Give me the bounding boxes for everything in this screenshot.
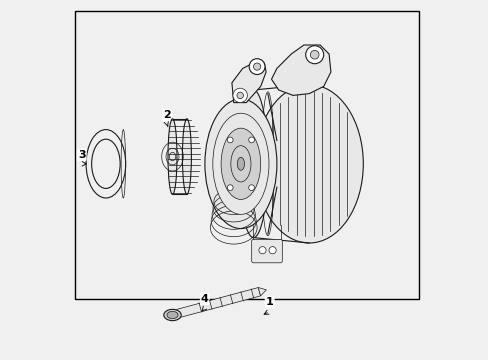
Circle shape	[227, 185, 233, 190]
Polygon shape	[258, 288, 266, 296]
Circle shape	[248, 137, 254, 143]
Circle shape	[253, 63, 260, 70]
Ellipse shape	[163, 309, 181, 321]
Circle shape	[227, 137, 233, 143]
Ellipse shape	[212, 113, 268, 214]
FancyBboxPatch shape	[251, 239, 282, 263]
Circle shape	[310, 50, 318, 59]
Text: 3: 3	[78, 150, 85, 160]
Ellipse shape	[166, 311, 178, 319]
Text: 2: 2	[163, 110, 171, 120]
Text: 4: 4	[201, 294, 208, 304]
Circle shape	[249, 59, 264, 75]
Ellipse shape	[255, 85, 363, 243]
Ellipse shape	[204, 99, 276, 229]
Ellipse shape	[237, 157, 244, 170]
Ellipse shape	[230, 146, 250, 182]
Circle shape	[248, 185, 254, 190]
Ellipse shape	[239, 90, 267, 238]
Circle shape	[268, 247, 276, 254]
Polygon shape	[231, 61, 265, 103]
Circle shape	[258, 247, 265, 254]
Circle shape	[305, 46, 323, 64]
Text: 1: 1	[265, 297, 273, 307]
Ellipse shape	[221, 128, 260, 199]
Polygon shape	[171, 288, 260, 319]
Bar	[75, 11, 418, 299]
Ellipse shape	[182, 119, 191, 194]
Ellipse shape	[168, 119, 177, 194]
Circle shape	[232, 88, 247, 103]
Polygon shape	[271, 45, 330, 95]
Circle shape	[237, 92, 243, 99]
